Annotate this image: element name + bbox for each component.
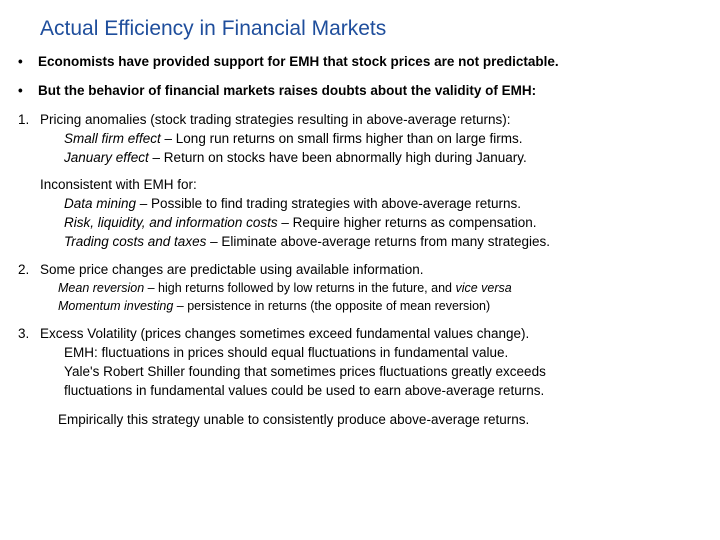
bullet-2: • But the behavior of financial markets … (18, 82, 702, 101)
item-lead: Excess Volatility (prices changes someti… (40, 325, 529, 344)
sub-line: Trading costs and taxes – Eliminate abov… (64, 233, 702, 252)
trailing-line: Empirically this strategy unable to cons… (58, 411, 702, 430)
sub-line: Momentum investing – persistence in retu… (58, 298, 702, 316)
item-lead: Some price changes are predictable using… (40, 261, 423, 280)
slide-title: Actual Efficiency in Financial Markets (40, 14, 702, 43)
sub-line: Yale's Robert Shiller founding that some… (64, 363, 702, 382)
item-number: 1. (18, 111, 40, 130)
bullet-marker: • (18, 53, 38, 72)
sub-heading: Inconsistent with EMH for: (40, 176, 702, 195)
sub-line: EMH: fluctuations in prices should equal… (64, 344, 702, 363)
bullet-text: Economists have provided support for EMH… (38, 53, 559, 72)
sub-line: fluctuations in fundamental values could… (64, 382, 702, 401)
sub-line: Data mining – Possible to find trading s… (64, 195, 702, 214)
sub-line: Risk, liquidity, and information costs –… (64, 214, 702, 233)
item-1: 1. Pricing anomalies (stock trading stra… (18, 111, 702, 251)
sub-line: Mean reversion – high returns followed b… (58, 280, 702, 298)
bullet-1: • Economists have provided support for E… (18, 53, 702, 72)
bullet-marker: • (18, 82, 38, 101)
item-lead: Pricing anomalies (stock trading strateg… (40, 111, 510, 130)
item-number: 3. (18, 325, 40, 344)
item-2: 2. Some price changes are predictable us… (18, 261, 702, 315)
item-3: 3. Excess Volatility (prices changes som… (18, 325, 702, 429)
sub-line: Small firm effect – Long run returns on … (64, 130, 702, 149)
sub-line: January effect – Return on stocks have b… (64, 149, 702, 168)
bullet-text: But the behavior of financial markets ra… (38, 82, 536, 101)
item-number: 2. (18, 261, 40, 280)
